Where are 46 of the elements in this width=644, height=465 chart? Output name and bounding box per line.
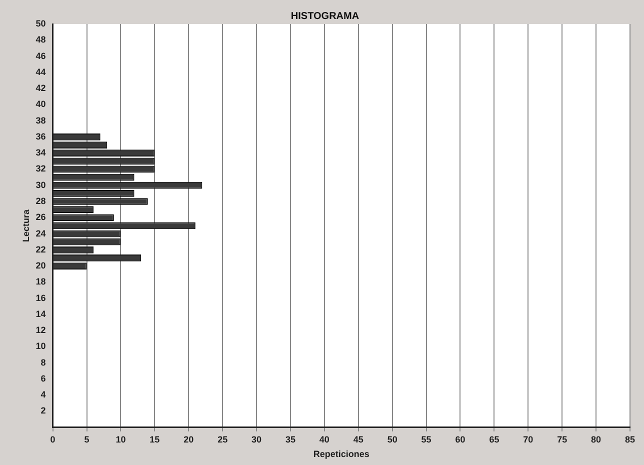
- x-tick-label: 50: [387, 434, 398, 444]
- x-tick-label: 65: [489, 434, 500, 444]
- y-tick-label: 6: [40, 373, 46, 384]
- x-tick-label: 25: [218, 434, 228, 444]
- y-tick-label: 8: [40, 357, 46, 368]
- y-tick-label: 20: [36, 260, 46, 271]
- y-tick-label: 14: [36, 308, 46, 319]
- x-tick-label: 35: [285, 434, 296, 444]
- y-tick-label: 44: [36, 66, 46, 77]
- x-tick-label: 30: [252, 434, 262, 444]
- y-tick-label: 28: [36, 196, 46, 206]
- y-tick-label: 26: [36, 212, 46, 222]
- y-tick-label: 22: [36, 244, 46, 254]
- y-tick-label: 24: [36, 228, 46, 238]
- x-tick-label: 80: [591, 434, 602, 444]
- y-tick-label: 46: [36, 50, 46, 61]
- y-tick-label: 32: [36, 164, 46, 174]
- x-tick-label: 75: [557, 434, 568, 444]
- x-tick-label: 20: [184, 434, 194, 444]
- y-tick-label: 12: [36, 325, 46, 336]
- y-tick-label: 48: [36, 34, 46, 45]
- chart-title: HISTOGRAMA: [290, 10, 360, 22]
- y-axis-title: Lectura: [20, 208, 31, 242]
- y-tick-label: 50: [36, 18, 46, 28]
- x-tick-label: 70: [523, 434, 534, 444]
- y-tick-label: 38: [36, 115, 46, 126]
- y-tick-label: 30: [36, 180, 46, 190]
- y-tick-label: 34: [36, 148, 46, 158]
- x-tick-label: 10: [116, 434, 126, 444]
- y-tick-label: 18: [36, 276, 46, 287]
- y-tick-label: 10: [36, 341, 46, 352]
- x-axis-title: Repeticiones: [313, 449, 370, 460]
- x-tick-label: 5: [84, 434, 90, 444]
- x-tick-label: 55: [421, 434, 432, 444]
- x-tick-label: 40: [319, 434, 330, 444]
- y-tick-label: 40: [36, 99, 46, 110]
- y-tick-label: 2: [40, 406, 46, 416]
- x-tick-label: 85: [624, 434, 636, 444]
- y-tick-label: 4: [40, 390, 46, 400]
- y-tick-label: 16: [36, 292, 46, 303]
- y-tick-label: 36: [36, 131, 46, 142]
- y-tick-label: 42: [36, 83, 46, 94]
- x-tick-label: 15: [150, 434, 160, 444]
- x-tick-label: 0: [50, 434, 56, 444]
- x-tick-label: 60: [455, 434, 466, 444]
- x-tick-label: 45: [353, 434, 364, 444]
